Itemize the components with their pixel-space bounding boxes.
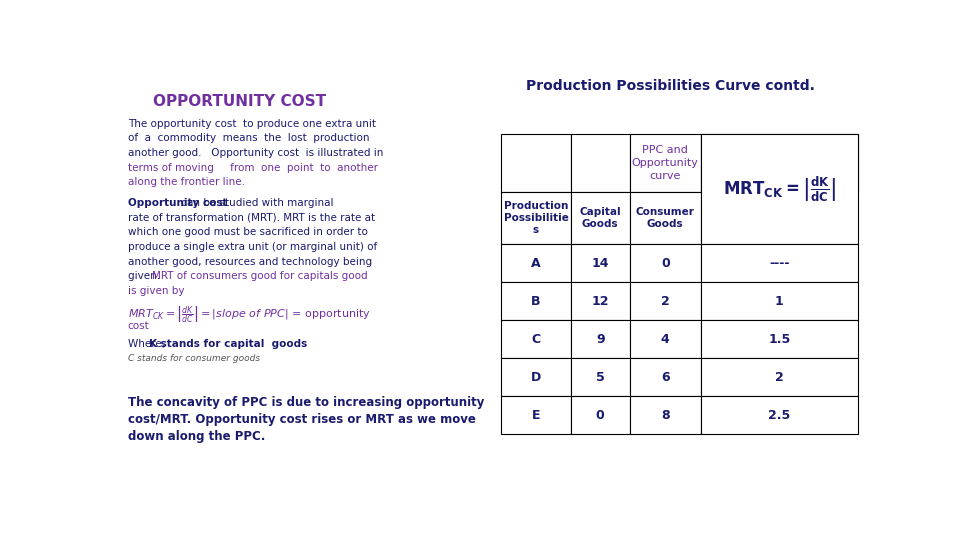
Text: D: D bbox=[531, 371, 541, 384]
Text: 12: 12 bbox=[591, 295, 609, 308]
Bar bbox=[701, 282, 858, 320]
Text: 14: 14 bbox=[591, 256, 609, 269]
Bar bbox=[630, 396, 701, 434]
Text: ----: ---- bbox=[769, 256, 790, 269]
Text: cost: cost bbox=[128, 321, 150, 331]
Text: Where,: Where, bbox=[128, 339, 168, 349]
Text: produce a single extra unit (or marginal unit) of: produce a single extra unit (or marginal… bbox=[128, 242, 377, 252]
Text: Production Possibilities Curve contd.: Production Possibilities Curve contd. bbox=[526, 79, 815, 93]
Text: 8: 8 bbox=[661, 409, 670, 422]
Bar bbox=[571, 320, 630, 359]
Text: 5: 5 bbox=[596, 371, 605, 384]
Text: of  a  commodity  means  the  lost  production: of a commodity means the lost production bbox=[128, 133, 370, 143]
Text: $\mathbf{MRT_{CK} = \left|\frac{dK}{dC}\right|}$: $\mathbf{MRT_{CK} = \left|\frac{dK}{dC}\… bbox=[723, 174, 836, 204]
Text: 0: 0 bbox=[660, 256, 670, 269]
Bar bbox=[701, 134, 858, 192]
Bar bbox=[701, 134, 858, 244]
Text: 1.5: 1.5 bbox=[768, 333, 790, 346]
Bar bbox=[630, 320, 701, 359]
Bar bbox=[501, 134, 571, 192]
Bar bbox=[571, 192, 630, 244]
Text: C stands for consumer goods: C stands for consumer goods bbox=[128, 354, 260, 362]
Text: can be studied with marginal: can be studied with marginal bbox=[178, 198, 333, 208]
Text: Production
Possibilitie
s: Production Possibilitie s bbox=[504, 201, 568, 235]
Bar bbox=[630, 282, 701, 320]
Bar bbox=[701, 359, 858, 396]
Text: cost/MRT. Opportunity cost rises or MRT as we move: cost/MRT. Opportunity cost rises or MRT … bbox=[128, 413, 475, 426]
Text: 6: 6 bbox=[661, 371, 670, 384]
Bar bbox=[571, 359, 630, 396]
Text: another good.   Opportunity cost  is illustrated in: another good. Opportunity cost is illust… bbox=[128, 148, 383, 158]
Text: Capital
Goods: Capital Goods bbox=[580, 207, 621, 229]
Bar bbox=[571, 282, 630, 320]
Text: The concavity of PPC is due to increasing opportunity: The concavity of PPC is due to increasin… bbox=[128, 396, 484, 409]
Bar bbox=[571, 244, 630, 282]
Text: 2.5: 2.5 bbox=[768, 409, 790, 422]
Text: 2: 2 bbox=[775, 371, 783, 384]
Text: $\mathit{MRT_{CK} = \left|\frac{dK}{dC}\right|}$$\mathit{= |slope\ of\ PPC|}$ = : $\mathit{MRT_{CK} = \left|\frac{dK}{dC}\… bbox=[128, 305, 371, 325]
Bar bbox=[501, 320, 571, 359]
Bar bbox=[701, 244, 858, 282]
Text: terms of moving     from  one  point  to  another: terms of moving from one point to anothe… bbox=[128, 163, 377, 173]
Text: which one good must be sacrificed in order to: which one good must be sacrificed in ord… bbox=[128, 227, 368, 237]
Text: another good, resources and technology being: another good, resources and technology b… bbox=[128, 256, 372, 267]
Text: rate of transformation (MRT). MRT is the rate at: rate of transformation (MRT). MRT is the… bbox=[128, 213, 374, 222]
Text: K stands for capital  goods: K stands for capital goods bbox=[149, 339, 307, 349]
Text: PPC and
Opportunity
curve: PPC and Opportunity curve bbox=[632, 145, 699, 181]
Text: down along the PPC.: down along the PPC. bbox=[128, 430, 265, 443]
Bar bbox=[701, 320, 858, 359]
Text: A: A bbox=[531, 256, 540, 269]
Text: 4: 4 bbox=[660, 333, 670, 346]
Bar bbox=[501, 359, 571, 396]
Bar bbox=[701, 396, 858, 434]
Text: B: B bbox=[531, 295, 540, 308]
Bar bbox=[571, 134, 630, 192]
Text: OPPORTUNITY COST: OPPORTUNITY COST bbox=[153, 94, 325, 109]
Bar bbox=[501, 192, 571, 244]
Bar bbox=[630, 134, 701, 192]
Text: The opportunity cost  to produce one extra unit: The opportunity cost to produce one extr… bbox=[128, 119, 375, 129]
Text: Opportunity cost: Opportunity cost bbox=[128, 198, 228, 208]
Text: MRT of consumers good for capitals good: MRT of consumers good for capitals good bbox=[152, 271, 368, 281]
Bar bbox=[630, 359, 701, 396]
Bar bbox=[571, 396, 630, 434]
Bar bbox=[630, 192, 701, 244]
Text: 1: 1 bbox=[775, 295, 783, 308]
Bar bbox=[630, 244, 701, 282]
Text: given.: given. bbox=[128, 271, 166, 281]
Text: Consumer
Goods: Consumer Goods bbox=[636, 207, 695, 229]
Text: 9: 9 bbox=[596, 333, 605, 346]
Bar bbox=[501, 282, 571, 320]
Text: 2: 2 bbox=[660, 295, 670, 308]
Text: C: C bbox=[532, 333, 540, 346]
Text: E: E bbox=[532, 409, 540, 422]
Bar bbox=[501, 396, 571, 434]
Text: along the frontier line.: along the frontier line. bbox=[128, 177, 245, 187]
Text: 0: 0 bbox=[596, 409, 605, 422]
Text: is given by: is given by bbox=[128, 286, 184, 296]
Bar bbox=[501, 244, 571, 282]
